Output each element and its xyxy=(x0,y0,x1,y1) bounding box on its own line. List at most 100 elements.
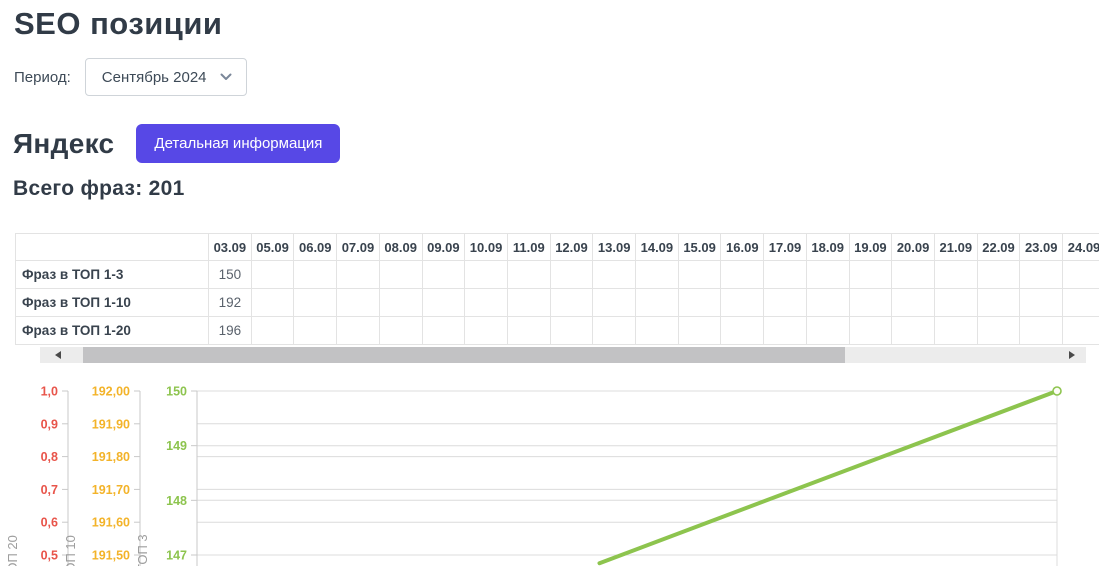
axis-tick-label: 0,7 xyxy=(41,483,58,497)
detail-info-button[interactable]: Детальная информация xyxy=(136,124,340,163)
table-cell xyxy=(337,289,380,317)
table-cell xyxy=(251,261,294,289)
table-cell xyxy=(849,261,892,289)
scrollbar-left-arrow-icon[interactable] xyxy=(55,351,61,359)
table-cell xyxy=(379,317,422,345)
table-cell xyxy=(892,261,935,289)
table-header-date-cell: 16.09 xyxy=(721,234,764,261)
table-header-date-cell: 05.09 xyxy=(251,234,294,261)
period-row: Период: Сентябрь 2024 xyxy=(14,58,1099,96)
table-cell xyxy=(294,261,337,289)
axis-tick-label: 0,9 xyxy=(41,417,58,431)
table-header-date-cell: 22.09 xyxy=(977,234,1020,261)
table-cell xyxy=(678,289,721,317)
period-select[interactable]: Сентябрь 2024 xyxy=(85,58,247,96)
table-cell xyxy=(337,261,380,289)
table-header-date-cell: 10.09 xyxy=(465,234,508,261)
table-header-date-cell: 15.09 xyxy=(678,234,721,261)
axis-tick-label: 148 xyxy=(166,494,187,508)
period-select-value: Сентябрь 2024 xyxy=(102,69,207,86)
table-cell xyxy=(934,317,977,345)
table-cell xyxy=(251,317,294,345)
table-cell xyxy=(678,317,721,345)
table-cell xyxy=(636,317,679,345)
table-header-date-cell: 23.09 xyxy=(1020,234,1063,261)
y-axis-title: ТОП 20 xyxy=(5,535,20,566)
table-cell xyxy=(806,317,849,345)
table-cell: 196 xyxy=(209,317,252,345)
table-row-label: Фраз в ТОП 1-3 xyxy=(16,261,209,289)
y-axis-title: ТОП 10 xyxy=(63,535,78,566)
table-cell xyxy=(636,289,679,317)
table-cell xyxy=(1063,289,1099,317)
y-axis-title: ТОП 3 xyxy=(135,534,150,566)
axis-tick-label: 0,5 xyxy=(41,549,58,563)
horizontal-scrollbar[interactable] xyxy=(40,347,1086,363)
table-header-date-cell: 19.09 xyxy=(849,234,892,261)
table-cell xyxy=(593,289,636,317)
table-cell xyxy=(721,289,764,317)
table-cell xyxy=(934,261,977,289)
table-header-date-cell: 14.09 xyxy=(636,234,679,261)
axis-tick-label: 149 xyxy=(166,439,187,453)
yandex-section-header: Яндекс Детальная информация xyxy=(13,124,1099,163)
table-cell xyxy=(1063,317,1099,345)
table-cell xyxy=(721,317,764,345)
table-cell xyxy=(465,261,508,289)
table-cell xyxy=(892,317,935,345)
table-cell xyxy=(507,261,550,289)
table-header-date-cell: 18.09 xyxy=(806,234,849,261)
axis-tick-label: 192,00 xyxy=(92,385,130,399)
table-header-date-cell: 08.09 xyxy=(379,234,422,261)
table-cell xyxy=(849,289,892,317)
table-cell xyxy=(422,317,465,345)
total-phrases: Всего фраз: 201 xyxy=(13,177,1099,201)
axis-tick-label: 0,6 xyxy=(41,516,58,530)
table-cell xyxy=(764,289,807,317)
table-cell xyxy=(806,289,849,317)
table-cell xyxy=(1020,289,1063,317)
axis-tick-label: 191,80 xyxy=(92,450,130,464)
table-header-date-cell: 06.09 xyxy=(294,234,337,261)
table-cell xyxy=(550,317,593,345)
page-title: SEO позиции xyxy=(14,6,1099,42)
table-cell xyxy=(977,261,1020,289)
table-cell xyxy=(422,261,465,289)
period-label: Период: xyxy=(14,69,71,86)
scrollbar-right-arrow-icon[interactable] xyxy=(1069,351,1075,359)
table-cell xyxy=(1020,261,1063,289)
scrollbar-thumb[interactable] xyxy=(83,347,845,363)
axis-tick-label: 191,90 xyxy=(92,417,130,431)
table-row-label: Фраз в ТОП 1-10 xyxy=(16,289,209,317)
table-cell xyxy=(1063,261,1099,289)
table-cell xyxy=(465,317,508,345)
table-header-date-cell: 09.09 xyxy=(422,234,465,261)
table-header-date-cell: 13.09 xyxy=(593,234,636,261)
table-cell xyxy=(593,261,636,289)
table-cell xyxy=(550,261,593,289)
axis-tick-label: 150 xyxy=(166,385,187,399)
axis-tick-label: 191,50 xyxy=(92,549,130,563)
table-cell xyxy=(764,261,807,289)
table-cell xyxy=(678,261,721,289)
table-cell xyxy=(934,289,977,317)
table-cell xyxy=(507,289,550,317)
table-row-label: Фраз в ТОП 1-20 xyxy=(16,317,209,345)
table-cell: 192 xyxy=(209,289,252,317)
table-header-date-cell: 12.09 xyxy=(550,234,593,261)
table-cell xyxy=(593,317,636,345)
table-cell xyxy=(1020,317,1063,345)
table-header-date-cell: 20.09 xyxy=(892,234,935,261)
table-cell xyxy=(977,289,1020,317)
engine-heading: Яндекс xyxy=(13,128,114,160)
table-header-date-cell: 17.09 xyxy=(764,234,807,261)
axis-tick-label: 1,0 xyxy=(41,385,58,399)
table-cell xyxy=(806,261,849,289)
table-header-date-cell: 11.09 xyxy=(507,234,550,261)
